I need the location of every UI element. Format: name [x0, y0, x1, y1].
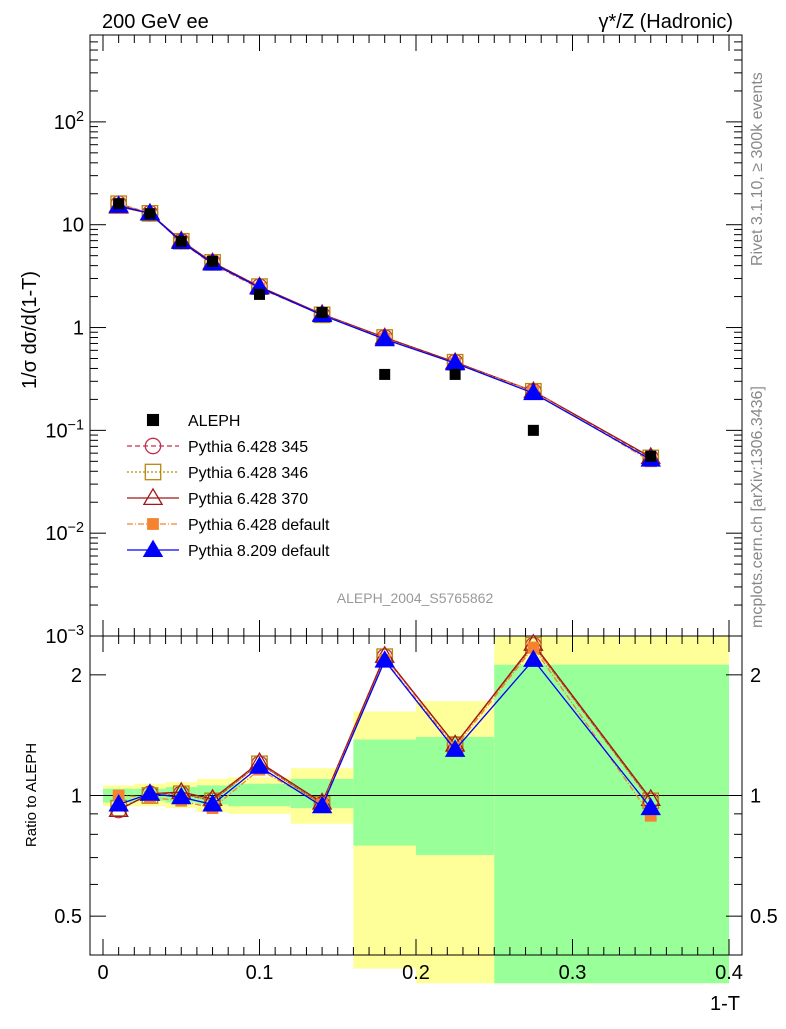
ratio-point-s4-3: [202, 794, 223, 812]
legend-label-2: Pythia 6.428 370: [188, 491, 308, 508]
main-ytick-label: 10−3: [45, 623, 84, 648]
main-ytick-label: 10: [62, 215, 84, 237]
ratio-axes: 2 2 1 1 0.5 0.5 0 0.1 0.2 0.3 0.4: [54, 635, 778, 984]
ratio-ytick-label-right: 2: [750, 665, 761, 687]
ratio-xtick-label: 0.1: [246, 962, 274, 984]
legend-label-0: Pythia 6.428 345: [188, 439, 308, 456]
legend-marker-4: [142, 539, 164, 558]
ratio-point-s4-2: [171, 786, 192, 805]
ratio-xtick-label: 0.2: [402, 962, 430, 984]
legend-marker-1: [144, 463, 162, 481]
mcplots-label: mcplots.cern.ch [arXiv:1306.3436]: [749, 386, 766, 628]
ratio-point-s3-9: [644, 809, 657, 822]
ratio-point-s4-9: [640, 797, 661, 816]
main-ytick-label: 10−1: [45, 417, 84, 442]
ratio-point-s4-7: [444, 739, 466, 757]
aleph-point-1: [144, 208, 156, 220]
ratio-ytick-label: 2: [71, 665, 82, 687]
ratio-ytick-label: 1: [71, 786, 82, 808]
header-right: γ*/Z (Hadronic): [599, 11, 733, 33]
ratio-point-s4-0: [108, 794, 129, 812]
ratio-xtick-label: 0.3: [559, 962, 587, 984]
ratio-series: [108, 633, 661, 822]
aleph-point-7: [449, 368, 461, 380]
aleph-point-5: [316, 307, 328, 319]
main-series: [108, 195, 661, 468]
main-ytick-label: 1: [73, 318, 84, 340]
ratio-point-s4-4: [249, 756, 270, 774]
ratio-ytick-label: 0.5: [54, 906, 82, 928]
main-axes: 102 10 1 10−1 10−2 10−3: [45, 34, 743, 648]
stat-band-8: [494, 664, 729, 984]
aleph-point-8: [527, 424, 539, 436]
ratio-point-s4-5: [311, 795, 333, 814]
legend-label-4: Pythia 8.209 default: [188, 543, 330, 560]
aleph-point-9: [645, 450, 657, 462]
legend-label-aleph: ALEPH: [188, 413, 240, 430]
header-left: 200 GeV ee: [102, 11, 209, 33]
aleph-point-6: [379, 368, 391, 380]
main-point-s4-8: [523, 382, 544, 401]
stat-band-6: [353, 739, 416, 846]
analysis-id: ALEPH_2004_S5765862: [337, 590, 494, 606]
ratio-point-s4-8: [523, 649, 544, 667]
main-ytick-label: 10−2: [45, 520, 84, 545]
main-ytick-label: 102: [54, 109, 84, 134]
ratio-series-line-4: [118, 658, 652, 809]
legend-label-1: Pythia 6.428 346: [188, 465, 308, 482]
legend-marker-2: [142, 487, 164, 506]
aleph-point-3: [207, 255, 219, 267]
ratio-xtick-label: 0.4: [715, 962, 743, 984]
ratio-point-s3-8: [527, 641, 540, 654]
ratio-ytick-label-right: 1: [750, 786, 761, 808]
ratio-bands: [103, 636, 729, 984]
ratio-point-s4-6: [374, 650, 395, 668]
rivet-label: Rivet 3.1.10, ≥ 300k events: [749, 72, 766, 266]
stat-band-4: [228, 783, 291, 807]
legend-marker-aleph: [146, 413, 160, 427]
legend-marker-3: [147, 518, 159, 530]
x-axis-label: 1-T: [710, 993, 740, 1015]
legend-label-3: Pythia 6.428 default: [188, 517, 330, 534]
legend: ALEPH Pythia 6.428 345 Pythia 6.428 346 Pyt…: [127, 413, 330, 560]
ratio-point-s4-1: [139, 783, 161, 801]
main-point-s4-7: [444, 352, 466, 371]
ratio-ylabel: Ratio to ALEPH: [23, 743, 40, 847]
main-series-line-4: [118, 205, 652, 461]
aleph-point-0: [113, 198, 125, 210]
legend-marker-0: [144, 437, 162, 455]
ratio-ytick-label-right: 0.5: [750, 906, 778, 928]
main-ylabel: 1/σ dσ/d(1-T): [19, 271, 41, 389]
ratio-series-line-2: [118, 642, 652, 811]
ratio-series-line-1: [118, 644, 652, 809]
aleph-point-2: [175, 235, 187, 247]
aleph-point-4: [254, 288, 265, 300]
ratio-xtick-label: 0: [97, 962, 108, 984]
main-point-s4-6: [374, 328, 395, 347]
